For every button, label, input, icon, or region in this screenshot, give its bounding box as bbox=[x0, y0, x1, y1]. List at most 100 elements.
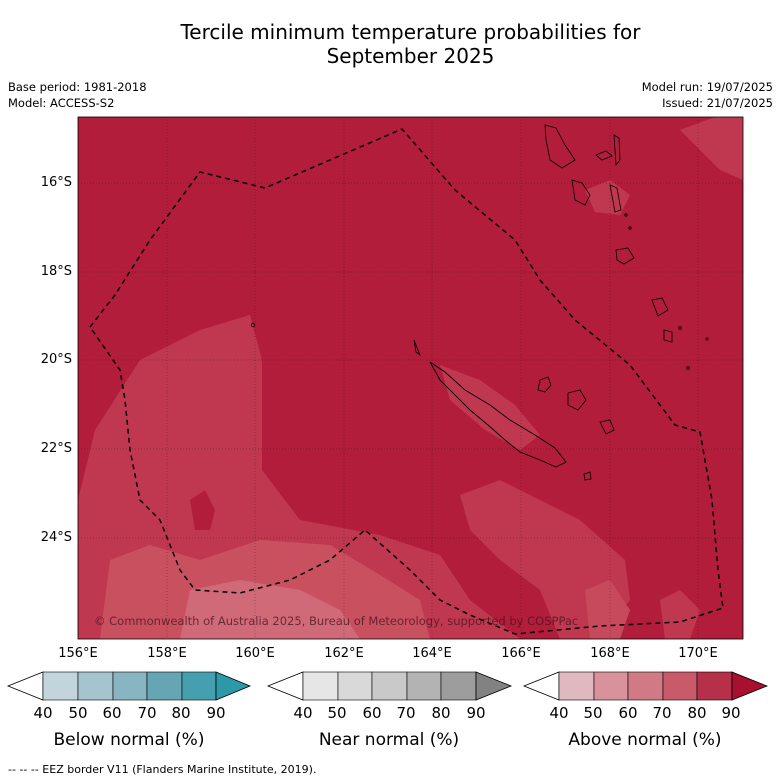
colorbar-below-bin-1 bbox=[42, 671, 79, 701]
base-period: Base period: 1981-2018 bbox=[8, 80, 147, 94]
copyright-notice: © Commonwealth of Australia 2025, Bureau… bbox=[94, 614, 579, 628]
vanuatu-small-island-1 bbox=[678, 326, 682, 330]
meta-right: Model run: 19/07/2025 Issued: 21/07/2025 bbox=[642, 79, 773, 111]
colorbar-above-bin-2 bbox=[593, 671, 629, 701]
lon-label-166e: 166°E bbox=[501, 646, 541, 661]
colorbar-above-bin-5 bbox=[696, 671, 733, 701]
vanuatu-small-island-2 bbox=[686, 366, 690, 370]
colorbar-near-bin-3 bbox=[371, 671, 408, 701]
vanuatu-small-island-4 bbox=[628, 226, 632, 230]
belep-islands bbox=[413, 339, 421, 357]
lat-label-22s: 22°S bbox=[40, 441, 72, 456]
vanuatu-small-island-5 bbox=[705, 337, 709, 341]
vanuatu-pentecost bbox=[609, 184, 622, 213]
above-tick-80: 80 bbox=[687, 704, 707, 722]
colorbar-above-bin-4 bbox=[662, 671, 698, 701]
map-area bbox=[78, 117, 743, 639]
loyalty-island-3 bbox=[599, 419, 615, 435]
vanuatu-ambae bbox=[595, 150, 613, 161]
small-island-west bbox=[250, 322, 256, 328]
colorbar-above-bin-1 bbox=[558, 671, 595, 701]
colorbar-above-max-triangle bbox=[731, 671, 769, 701]
eez-border bbox=[89, 128, 724, 635]
colorbar-above-bin-3 bbox=[627, 671, 664, 701]
lat-label-24s: 24°S bbox=[40, 530, 72, 545]
lon-label-164e: 164°E bbox=[412, 646, 452, 661]
below-tick-90: 90 bbox=[206, 704, 226, 722]
lat-label-18s: 18°S bbox=[40, 264, 72, 279]
vanuatu-espiritu-santo bbox=[544, 124, 576, 169]
colorbar-above-min-triangle bbox=[522, 671, 560, 701]
lon-label-170e: 170°E bbox=[678, 646, 718, 661]
below-tick-80: 80 bbox=[171, 704, 191, 722]
lon-label-158e: 158°E bbox=[147, 646, 187, 661]
probability-zone-70-se bbox=[660, 590, 700, 639]
colorbar-below-bin-3 bbox=[112, 671, 148, 701]
map-frame bbox=[77, 116, 744, 640]
lon-label-168e: 168°E bbox=[590, 646, 630, 661]
below-tick-60: 60 bbox=[102, 704, 122, 722]
probability-zone-dark-hole bbox=[190, 490, 215, 530]
above-tick-60: 60 bbox=[618, 704, 638, 722]
near-normal-title: Near normal (%) bbox=[318, 730, 460, 750]
colorbar-near bbox=[266, 671, 513, 701]
probability-zone-55 bbox=[180, 580, 360, 639]
near-tick-40: 40 bbox=[293, 704, 313, 722]
lon-label-162e: 162°E bbox=[324, 646, 364, 661]
above-tick-90: 90 bbox=[721, 704, 741, 722]
near-tick-90: 90 bbox=[466, 704, 486, 722]
below-tick-70: 70 bbox=[137, 704, 157, 722]
colorbar-below-bin-2 bbox=[77, 671, 114, 701]
title-line-2: September 2025 bbox=[326, 44, 495, 68]
colorbar-below-bin-4 bbox=[146, 671, 183, 701]
near-tick-60: 60 bbox=[362, 704, 382, 722]
colorbar-below-min-triangle bbox=[6, 671, 44, 701]
above-normal-title: Above normal (%) bbox=[568, 730, 722, 750]
probability-zone-70-ne bbox=[680, 117, 743, 180]
eez-border-note: -- -- -- EEZ border V11 (Flanders Marine… bbox=[8, 763, 317, 776]
below-normal-title: Below normal (%) bbox=[53, 730, 205, 750]
colorbar-near-bin-4 bbox=[406, 671, 442, 701]
near-tick-80: 80 bbox=[431, 704, 451, 722]
near-tick-70: 70 bbox=[396, 704, 416, 722]
vanuatu-small-island-3 bbox=[624, 213, 628, 217]
loyalty-island-2 bbox=[567, 389, 587, 411]
issued-date: Issued: 21/07/2025 bbox=[662, 96, 773, 110]
new-caledonia-island bbox=[429, 361, 567, 468]
probability-zone-60-east bbox=[585, 580, 630, 639]
colorbar-below bbox=[6, 671, 252, 701]
colorbar-above bbox=[522, 671, 769, 701]
probability-zone-70-vanuatu bbox=[585, 180, 630, 215]
above-tick-70: 70 bbox=[652, 704, 672, 722]
meta-left: Base period: 1981-2018 Model: ACCESS-S2 bbox=[8, 79, 147, 111]
vanuatu-malekula bbox=[571, 179, 591, 206]
colorbar-near-bin-1 bbox=[302, 671, 339, 701]
lon-label-160e: 160°E bbox=[235, 646, 275, 661]
lat-label-20s: 20°S bbox=[40, 352, 72, 367]
gridlines bbox=[78, 117, 743, 639]
lat-label-16s: 16°S bbox=[40, 175, 72, 190]
below-tick-50: 50 bbox=[68, 704, 88, 722]
isle-of-pines bbox=[583, 471, 592, 481]
near-tick-50: 50 bbox=[327, 704, 347, 722]
above-tick-40: 40 bbox=[549, 704, 569, 722]
lon-label-156e: 156°E bbox=[58, 646, 98, 661]
colorbar-below-bin-5 bbox=[181, 671, 217, 701]
colorbar-near-bin-2 bbox=[337, 671, 373, 701]
colorbar-near-bin-5 bbox=[440, 671, 477, 701]
vanuatu-maewo bbox=[613, 134, 621, 167]
chart-title: Tercile minimum temperature probabilitie… bbox=[0, 20, 781, 68]
vanuatu-tanna bbox=[663, 329, 673, 343]
title-line-1: Tercile minimum temperature probabilitie… bbox=[180, 20, 641, 44]
model-name: Model: ACCESS-S2 bbox=[8, 96, 115, 110]
colorbar-near-min-triangle bbox=[266, 671, 304, 701]
colorbar-below-max-triangle bbox=[215, 671, 252, 701]
vanuatu-efate bbox=[615, 247, 635, 265]
probability-zone-70-nc bbox=[440, 365, 540, 450]
colorbar-near-max-triangle bbox=[475, 671, 513, 701]
loyalty-island-1 bbox=[537, 376, 552, 393]
above-tick-50: 50 bbox=[583, 704, 603, 722]
vanuatu-erromango bbox=[651, 297, 669, 317]
model-run: Model run: 19/07/2025 bbox=[641, 80, 773, 94]
